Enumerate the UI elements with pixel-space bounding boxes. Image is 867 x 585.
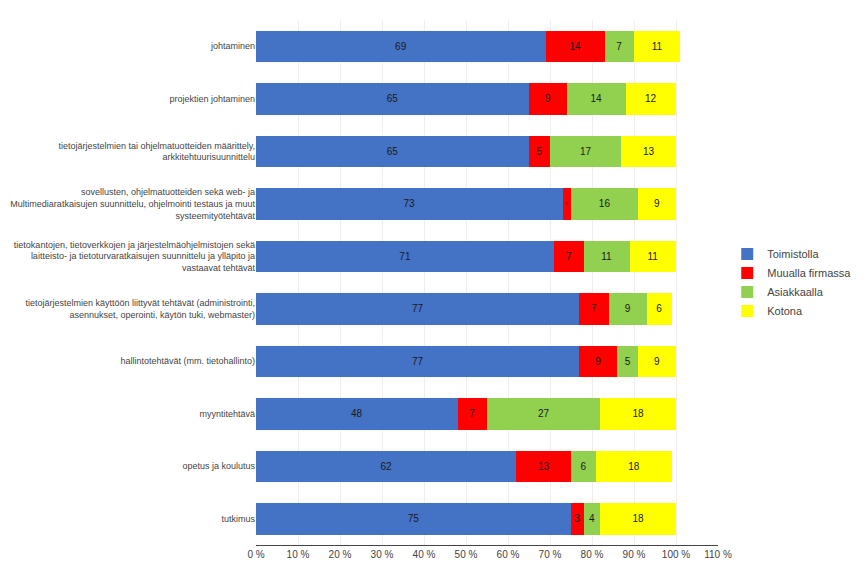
svg-text:18: 18 <box>632 513 644 524</box>
svg-text:14: 14 <box>590 93 602 104</box>
svg-text:80 %: 80 % <box>581 549 604 560</box>
svg-text:71: 71 <box>399 251 411 262</box>
svg-text:hallintotehtävät (mm. tietohal: hallintotehtävät (mm. tietohallinto) <box>120 356 255 366</box>
svg-text:sovellusten, ohjelmatuotteiden: sovellusten, ohjelmatuotteiden sekä web-… <box>10 187 255 220</box>
svg-text:9: 9 <box>545 93 551 104</box>
svg-text:johtaminen: johtaminen <box>210 41 255 51</box>
svg-text:40 %: 40 % <box>413 549 436 560</box>
svg-text:17: 17 <box>580 146 592 157</box>
svg-text:11: 11 <box>601 251 612 262</box>
svg-text:Muualla firmassa: Muualla firmassa <box>767 267 851 279</box>
svg-text:16: 16 <box>599 198 611 209</box>
svg-text:13: 13 <box>538 461 550 472</box>
svg-text:90 %: 90 % <box>623 549 646 560</box>
svg-text:65: 65 <box>387 146 399 157</box>
svg-text:12: 12 <box>645 93 657 104</box>
svg-text:Toimistolla: Toimistolla <box>767 248 819 260</box>
svg-text:69: 69 <box>395 41 407 52</box>
svg-text:48: 48 <box>351 408 363 419</box>
svg-text:62: 62 <box>380 461 392 472</box>
svg-text:9: 9 <box>654 198 660 209</box>
svg-text:opetus ja koulutus: opetus ja koulutus <box>182 461 255 471</box>
svg-text:27: 27 <box>538 408 550 419</box>
svg-text:7: 7 <box>566 251 572 262</box>
svg-text:Asiakkaalla: Asiakkaalla <box>767 286 824 298</box>
svg-text:tutkimus: tutkimus <box>221 514 255 524</box>
svg-text:100 %: 100 % <box>662 549 690 560</box>
svg-text:20 %: 20 % <box>329 549 352 560</box>
svg-text:18: 18 <box>632 408 644 419</box>
svg-text:73: 73 <box>404 198 416 209</box>
svg-text:tietojärjestelmien tai ohjelma: tietojärjestelmien tai ohjelmatuotteiden… <box>59 141 255 163</box>
svg-text:2: 2 <box>566 201 569 206</box>
svg-text:7: 7 <box>591 303 597 314</box>
svg-text:6: 6 <box>581 461 587 472</box>
svg-text:10 %: 10 % <box>287 549 310 560</box>
svg-text:14: 14 <box>569 41 581 52</box>
svg-text:4: 4 <box>589 513 595 524</box>
svg-text:77: 77 <box>412 356 424 367</box>
svg-text:0 %: 0 % <box>247 549 264 560</box>
svg-text:6: 6 <box>656 303 662 314</box>
svg-text:110 %: 110 % <box>704 549 732 560</box>
svg-text:13: 13 <box>643 146 655 157</box>
svg-text:tietojärjestelmien käyttöön li: tietojärjestelmien käyttöön liittyvät te… <box>25 298 255 320</box>
svg-text:3: 3 <box>574 513 580 524</box>
svg-text:18: 18 <box>628 461 640 472</box>
svg-text:5: 5 <box>537 146 543 157</box>
svg-text:30 %: 30 % <box>371 549 394 560</box>
svg-text:11: 11 <box>652 41 663 52</box>
svg-text:7: 7 <box>616 41 622 52</box>
svg-text:11: 11 <box>647 251 658 262</box>
svg-text:50 %: 50 % <box>455 549 478 560</box>
svg-text:9: 9 <box>654 356 660 367</box>
svg-text:projektien johtaminen: projektien johtaminen <box>169 94 255 104</box>
svg-text:Kotona: Kotona <box>767 305 803 317</box>
svg-text:77: 77 <box>412 303 424 314</box>
svg-text:7: 7 <box>469 408 475 419</box>
svg-text:9: 9 <box>625 303 631 314</box>
svg-text:70 %: 70 % <box>539 549 562 560</box>
svg-text:9: 9 <box>595 356 601 367</box>
svg-text:75: 75 <box>408 513 420 524</box>
svg-text:5: 5 <box>625 356 631 367</box>
svg-text:tietokantojen, tietoverkkojen: tietokantojen, tietoverkkojen ja järjest… <box>14 240 256 273</box>
svg-text:60 %: 60 % <box>497 549 520 560</box>
svg-text:myyntitehtävä: myyntitehtävä <box>199 409 255 419</box>
svg-text:65: 65 <box>387 93 399 104</box>
